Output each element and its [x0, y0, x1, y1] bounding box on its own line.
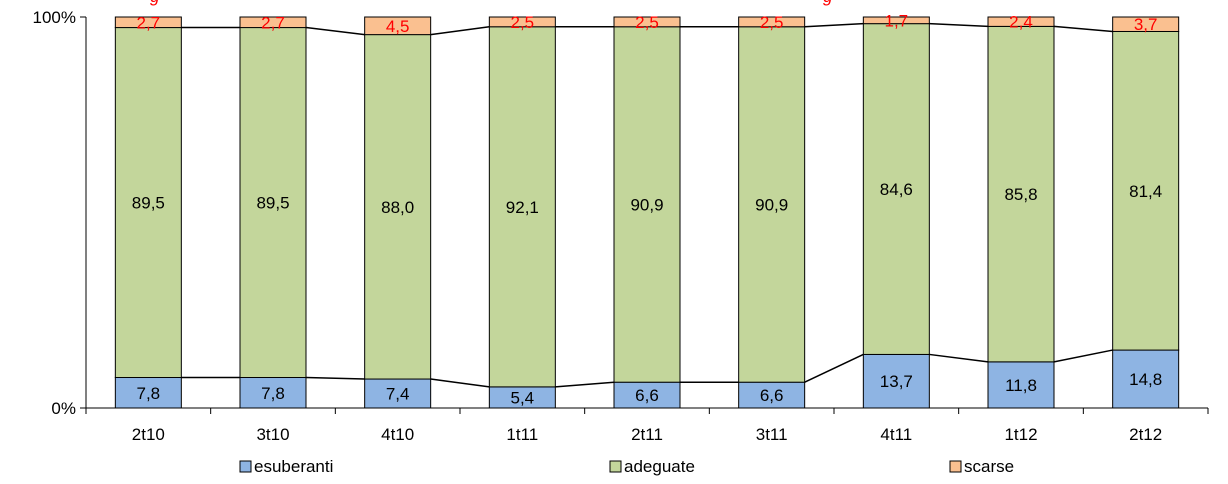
- x-tick-label-3t10: 3t10: [256, 425, 289, 444]
- bar-scarse-3t10: [239, 16, 307, 29]
- data-label-scarse-1t11: 2,5: [511, 13, 535, 32]
- connector-line-esuberanti-1t11: [555, 381, 615, 388]
- connector-line-esuberanti-4t11: [929, 353, 989, 363]
- data-label-esuberanti-1t11: 5,4: [511, 388, 535, 407]
- data-label-adeguate-4t10: 88,0: [381, 198, 414, 217]
- data-label-esuberanti-2t11: 6,6: [635, 386, 659, 405]
- x-tick-label-1t11: 1t11: [506, 425, 538, 444]
- data-label-scarse-2t12: 3,7: [1134, 15, 1158, 34]
- connector-line-adeguate-4t10: [430, 26, 490, 36]
- data-label-esuberanti-4t11: 13,7: [880, 372, 913, 391]
- data-label-scarse-4t10: 4,5: [386, 17, 410, 36]
- connector-line-esuberanti-3t10: [305, 376, 365, 380]
- x-tick-label-4t11: 4t11: [880, 425, 912, 444]
- bar-adeguate-3t11: [738, 26, 806, 383]
- data-label-adeguate-2t11: 90,9: [630, 195, 663, 214]
- x-tick-label-2t10: 2t10: [132, 425, 165, 444]
- x-tick-label-4t10: 4t10: [381, 425, 414, 444]
- bar-esuberanti-4t11: [862, 353, 930, 409]
- bar-esuberanti-2t10: [114, 377, 182, 409]
- legend-label-scarse: scarse: [964, 457, 1014, 476]
- connector-line-adeguate-1t12: [1053, 25, 1113, 33]
- bar-scarse-1t12: [987, 16, 1055, 27]
- legend-label-adeguate: adeguate: [624, 457, 695, 476]
- bar-scarse-4t11: [862, 16, 930, 25]
- data-label-esuberanti-1t12: 11,8: [1005, 376, 1037, 395]
- data-label-adeguate-4t11: 84,6: [880, 180, 913, 199]
- data-label-scarse-2t10: 2,7: [137, 13, 161, 32]
- data-label-scarse-2t11: 2,5: [635, 13, 659, 32]
- legend-swatch-scarse: [949, 460, 962, 473]
- data-label-scarse-4t11: 1,7: [885, 11, 909, 30]
- connector-line-esuberanti-1t12: [1053, 349, 1113, 363]
- legend-swatch-adeguate: [609, 460, 622, 473]
- bar-scarse-2t12: [1112, 16, 1180, 32]
- legend-label-esuberanti: esuberanti: [254, 457, 333, 476]
- chart-title-fragment-right: g: [823, 0, 833, 6]
- data-label-adeguate-2t12: 81,4: [1129, 182, 1162, 201]
- data-label-adeguate-1t11: 92,1: [506, 198, 539, 217]
- data-label-adeguate-1t12: 85,8: [1004, 185, 1037, 204]
- bar-scarse-2t11: [613, 16, 681, 28]
- x-tick-label-2t12: 2t12: [1129, 425, 1162, 444]
- bar-scarse-2t10: [114, 16, 182, 29]
- y-tick-label: 0%: [51, 399, 76, 418]
- y-tick-label: 100%: [33, 8, 76, 27]
- data-label-esuberanti-3t11: 6,6: [760, 386, 784, 405]
- data-label-esuberanti-2t12: 14,8: [1129, 370, 1162, 389]
- legend-swatch-esuberanti: [239, 460, 252, 473]
- data-label-adeguate-3t11: 90,9: [755, 195, 788, 214]
- data-label-adeguate-2t10: 89,5: [132, 194, 165, 213]
- data-label-scarse-1t12: 2,4: [1009, 13, 1033, 32]
- data-label-scarse-3t11: 2,5: [760, 13, 784, 32]
- bar-scarse-1t11: [488, 16, 556, 28]
- bar-scarse-4t10: [364, 16, 432, 36]
- x-tick-label-3t11: 3t11: [756, 425, 788, 444]
- data-label-esuberanti-3t10: 7,8: [261, 384, 285, 403]
- data-label-adeguate-3t10: 89,5: [256, 194, 289, 213]
- connector-line-adeguate-3t11: [804, 22, 864, 28]
- bar-esuberanti-3t11: [738, 381, 806, 409]
- bar-esuberanti-1t12: [987, 361, 1055, 409]
- bar-adeguate-2t12: [1112, 30, 1180, 351]
- connector-line-adeguate-3t10: [305, 26, 365, 36]
- chart-title-fragment-left: g: [150, 0, 160, 6]
- bar-adeguate-3t10: [239, 27, 307, 379]
- bar-adeguate-2t10: [114, 27, 182, 379]
- x-tick-label-2t11: 2t11: [631, 425, 663, 444]
- bar-esuberanti-3t10: [239, 377, 307, 409]
- connector-line-esuberanti-4t10: [430, 378, 490, 388]
- connector-line-adeguate-4t11: [929, 22, 989, 28]
- connector-line-esuberanti-3t11: [804, 353, 864, 383]
- bar-adeguate-2t11: [613, 26, 681, 383]
- data-label-esuberanti-4t10: 7,4: [386, 385, 410, 404]
- data-label-esuberanti-2t10: 7,8: [137, 384, 161, 403]
- bar-adeguate-1t12: [987, 25, 1055, 363]
- bar-adeguate-1t11: [488, 26, 556, 388]
- bar-scarse-3t11: [738, 16, 806, 28]
- x-tick-label-1t12: 1t12: [1004, 425, 1037, 444]
- data-label-scarse-3t10: 2,7: [261, 13, 285, 32]
- bar-esuberanti-2t12: [1112, 349, 1180, 409]
